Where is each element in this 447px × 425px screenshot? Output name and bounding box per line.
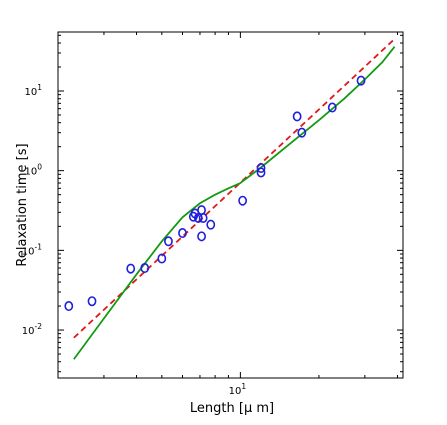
data-point [87, 296, 97, 307]
plot-frame [57, 31, 404, 379]
plot-area [64, 38, 396, 360]
data-point [297, 127, 307, 138]
data-point [157, 253, 167, 264]
y-tick-label: 10-2 [22, 322, 42, 337]
data-point [197, 205, 206, 216]
data-point [178, 228, 187, 239]
data-point [197, 231, 206, 242]
fit-line-solid [73, 46, 396, 360]
data-point [238, 195, 248, 206]
data-point [193, 212, 203, 223]
data-point [356, 75, 366, 86]
data-point [64, 301, 74, 312]
y-axis-label: Relaxation time [s] [15, 143, 30, 266]
data-point [256, 163, 266, 174]
data-point [198, 212, 208, 223]
x-tick-label: 101 [229, 382, 247, 397]
x-axis-label: Length [μ m] [190, 401, 274, 416]
data-point [126, 263, 136, 274]
data-point [327, 102, 337, 113]
data-point [256, 167, 266, 178]
y-tick-label: 101 [24, 83, 42, 98]
data-point [164, 236, 173, 247]
data-point [140, 263, 150, 274]
data-point [292, 111, 302, 122]
data-point [206, 219, 216, 230]
